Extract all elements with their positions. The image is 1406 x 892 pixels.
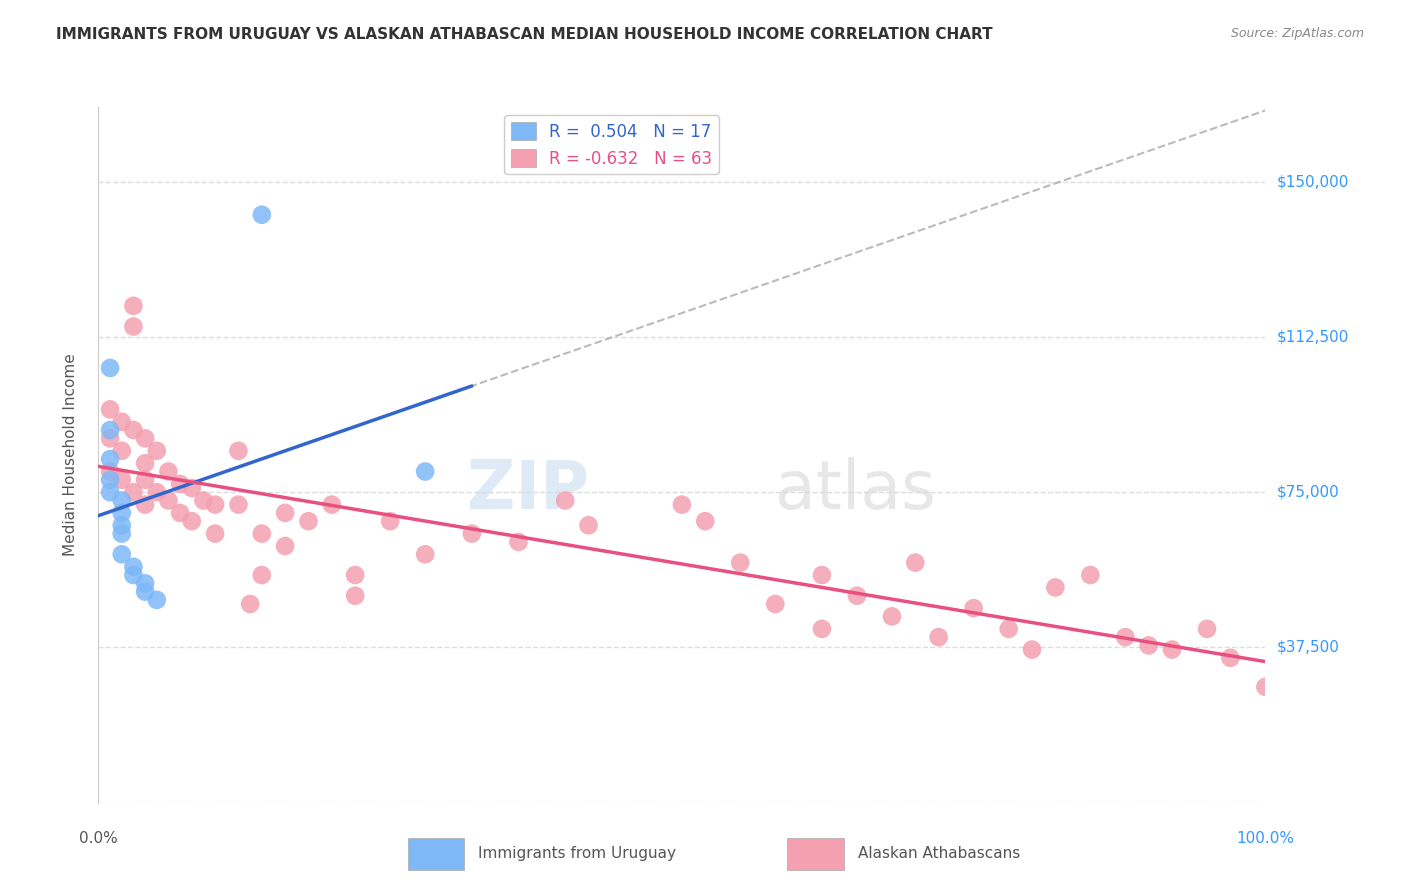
Text: 100.0%: 100.0% — [1236, 830, 1295, 846]
Text: $112,500: $112,500 — [1277, 329, 1350, 344]
Point — [134, 431, 156, 445]
Point — [1195, 622, 1218, 636]
Point — [461, 526, 484, 541]
Text: Source: ZipAtlas.com: Source: ZipAtlas.com — [1230, 27, 1364, 40]
Point — [204, 526, 226, 541]
Point — [508, 535, 530, 549]
Point — [228, 443, 250, 458]
Point — [98, 485, 121, 500]
Text: $150,000: $150,000 — [1277, 174, 1350, 189]
Point — [122, 319, 145, 334]
Point — [111, 518, 134, 533]
Point — [111, 547, 134, 561]
Text: $37,500: $37,500 — [1277, 640, 1340, 655]
Point — [122, 568, 145, 582]
Point — [344, 568, 367, 582]
Point — [1161, 642, 1184, 657]
Point — [122, 423, 145, 437]
Point — [811, 622, 834, 636]
Point — [274, 506, 297, 520]
Point — [928, 630, 950, 644]
Point — [134, 456, 156, 470]
Point — [122, 485, 145, 500]
Point — [554, 493, 576, 508]
Point — [250, 208, 273, 222]
Point — [169, 506, 191, 520]
Point — [134, 584, 156, 599]
Point — [98, 361, 121, 376]
Point — [250, 568, 273, 582]
Text: IMMIGRANTS FROM URUGUAY VS ALASKAN ATHABASCAN MEDIAN HOUSEHOLD INCOME CORRELATIO: IMMIGRANTS FROM URUGUAY VS ALASKAN ATHAB… — [56, 27, 993, 42]
Point — [111, 443, 134, 458]
Legend: R =  0.504   N = 17, R = -0.632   N = 63: R = 0.504 N = 17, R = -0.632 N = 63 — [505, 115, 720, 174]
Point — [146, 485, 169, 500]
Text: Immigrants from Uruguay: Immigrants from Uruguay — [478, 847, 676, 861]
Point — [578, 518, 600, 533]
Point — [671, 498, 693, 512]
Point — [1137, 639, 1160, 653]
Point — [297, 514, 319, 528]
Point — [730, 556, 752, 570]
Point — [1114, 630, 1136, 644]
Point — [146, 443, 169, 458]
Point — [321, 498, 343, 512]
Point — [1045, 581, 1067, 595]
Text: Alaskan Athabascans: Alaskan Athabascans — [858, 847, 1019, 861]
Point — [111, 415, 134, 429]
Point — [180, 514, 202, 528]
Point — [695, 514, 717, 528]
Point — [413, 547, 436, 561]
Point — [122, 559, 145, 574]
Point — [98, 465, 121, 479]
Point — [122, 299, 145, 313]
Point — [134, 473, 156, 487]
Point — [228, 498, 250, 512]
Point — [880, 609, 903, 624]
Point — [134, 576, 156, 591]
Point — [169, 476, 191, 491]
Point — [997, 622, 1019, 636]
Point — [98, 473, 121, 487]
Point — [157, 465, 180, 479]
Text: $75,000: $75,000 — [1277, 484, 1340, 500]
Point — [111, 526, 134, 541]
Point — [1254, 680, 1277, 694]
Point — [413, 465, 436, 479]
Point — [157, 493, 180, 508]
Point — [763, 597, 786, 611]
Point — [98, 431, 121, 445]
Point — [111, 506, 134, 520]
Point — [811, 568, 834, 582]
Point — [274, 539, 297, 553]
Point — [1021, 642, 1043, 657]
Point — [204, 498, 226, 512]
Point — [845, 589, 868, 603]
Point — [111, 493, 134, 508]
Point — [1080, 568, 1102, 582]
Y-axis label: Median Household Income: Median Household Income — [63, 353, 77, 557]
Point — [180, 481, 202, 495]
Point — [146, 592, 169, 607]
Text: atlas: atlas — [775, 457, 936, 523]
Point — [344, 589, 367, 603]
Point — [1219, 651, 1241, 665]
Point — [134, 498, 156, 512]
Point — [250, 526, 273, 541]
Point — [378, 514, 402, 528]
Point — [193, 493, 215, 508]
Point — [98, 423, 121, 437]
Point — [111, 473, 134, 487]
Point — [962, 601, 984, 615]
Text: ZIP: ZIP — [467, 457, 589, 523]
Text: 0.0%: 0.0% — [79, 830, 118, 846]
Point — [239, 597, 262, 611]
Point — [98, 402, 121, 417]
Point — [98, 452, 121, 467]
Point — [904, 556, 927, 570]
